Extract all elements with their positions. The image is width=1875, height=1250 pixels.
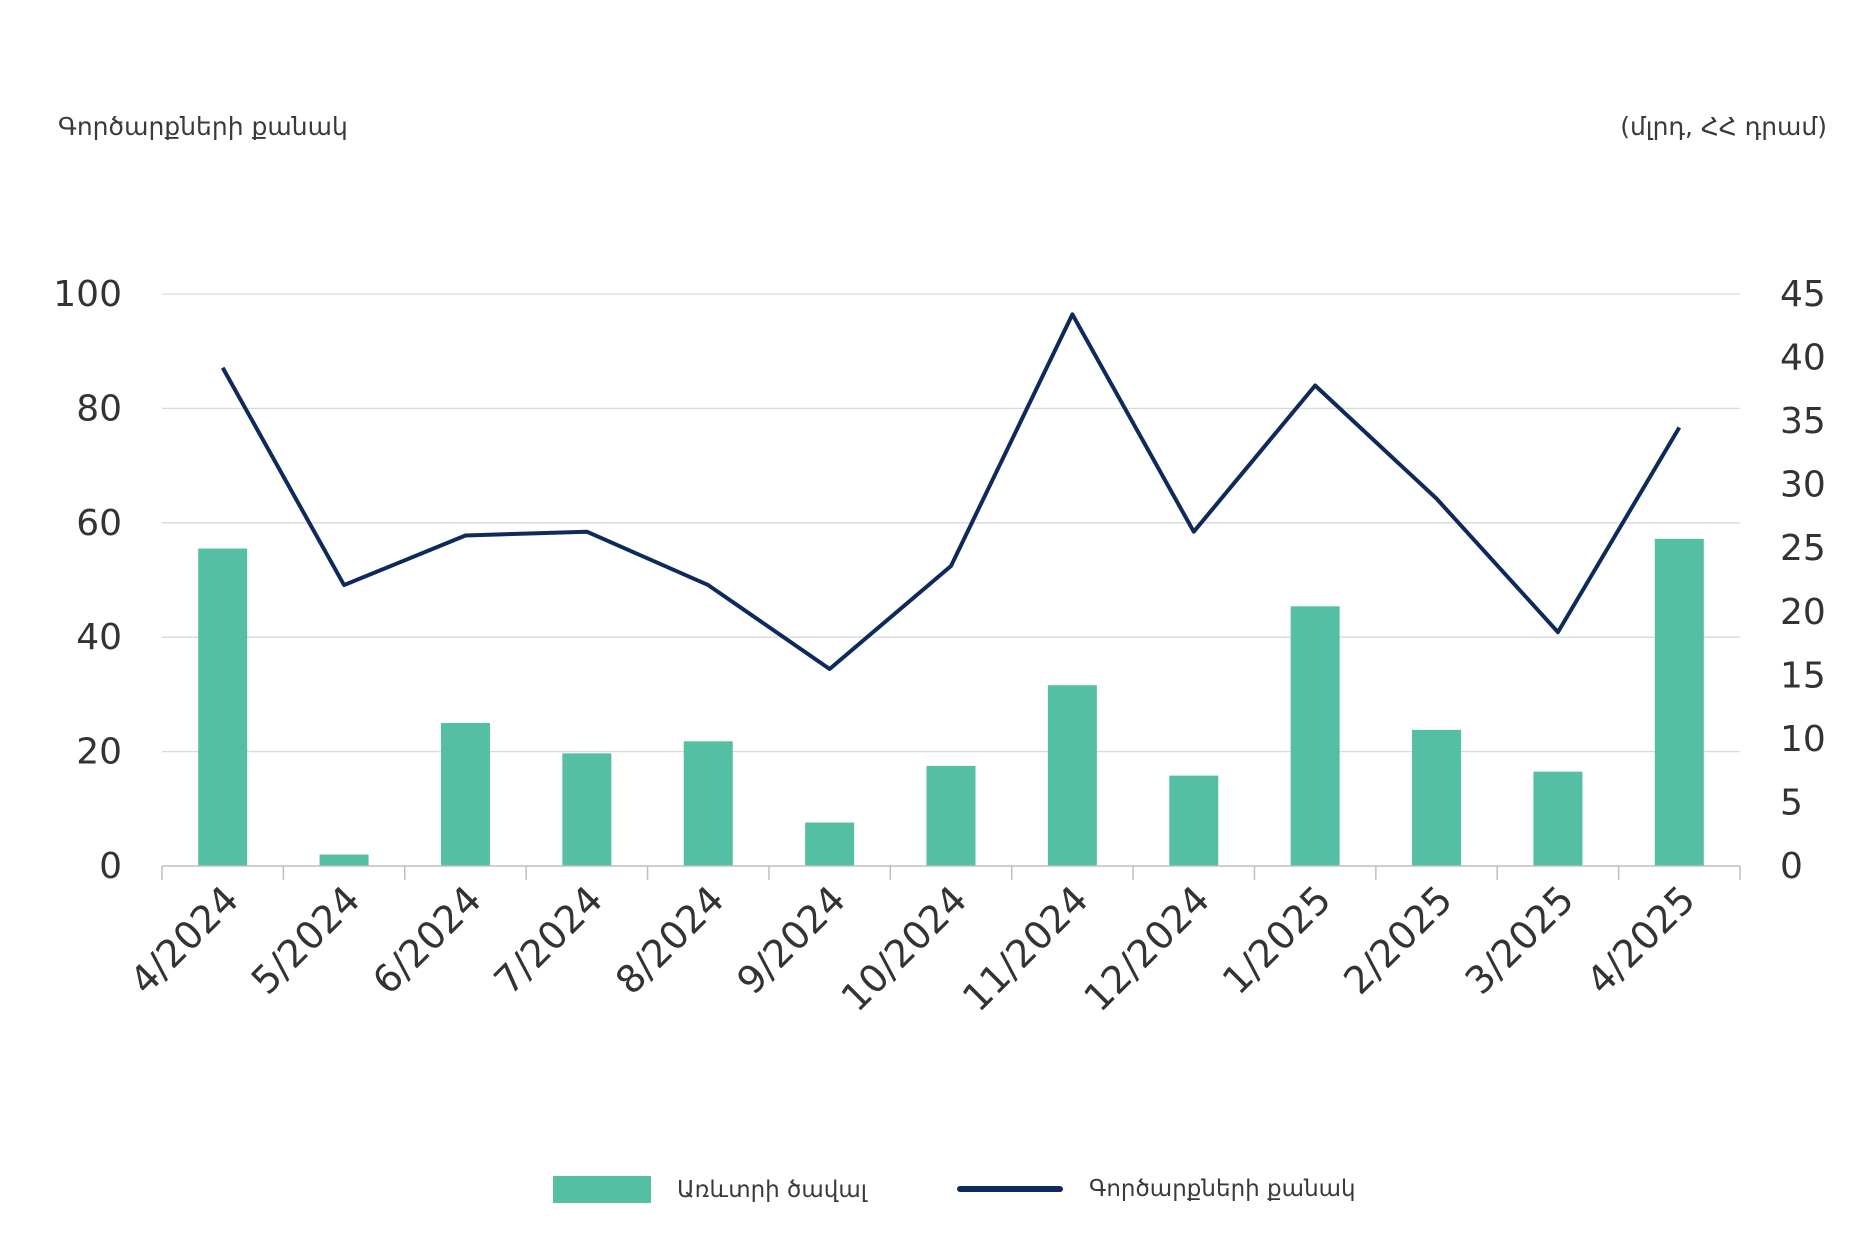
x-tick-label: 9/2024 bbox=[728, 877, 854, 1003]
bar bbox=[319, 854, 369, 866]
bar bbox=[1533, 771, 1583, 866]
right-y-tick-label: 10 bbox=[1780, 719, 1826, 760]
legend-line-label: Գործարքների քանակ bbox=[1089, 1176, 1356, 1202]
right-y-tick-label: 15 bbox=[1780, 655, 1826, 696]
legend-item-bar: Առևտրի ծավալ bbox=[553, 1176, 867, 1203]
x-tick-label: 10/2024 bbox=[833, 877, 976, 1020]
bar-series bbox=[198, 538, 1704, 866]
legend-line-swatch bbox=[957, 1186, 1063, 1192]
right-y-axis: 0 5 10 15 20 25 30 35 40 45 bbox=[1780, 274, 1826, 887]
left-y-axis: 0 20 40 60 80 100 bbox=[53, 274, 122, 887]
bar bbox=[1169, 775, 1219, 866]
left-y-tick-label: 100 bbox=[53, 274, 122, 315]
x-tick-label: 2/2025 bbox=[1335, 877, 1461, 1003]
right-y-tick-label: 30 bbox=[1780, 465, 1826, 506]
x-tick-label: 8/2024 bbox=[607, 877, 733, 1003]
bar bbox=[440, 723, 490, 866]
x-tick-label: 4/2024 bbox=[121, 877, 247, 1003]
left-axis-title: Գործարքների քանակ bbox=[58, 112, 348, 141]
legend: Առևտրի ծավալ Գործարքների քանակ bbox=[0, 1176, 1875, 1216]
right-y-tick-label: 20 bbox=[1780, 592, 1826, 633]
left-y-tick-label: 80 bbox=[76, 388, 122, 429]
x-tick-label: 11/2024 bbox=[954, 877, 1097, 1020]
bar bbox=[1654, 538, 1704, 866]
legend-bar-label: Առևտրի ծավալ bbox=[677, 1176, 868, 1203]
right-y-tick-label: 35 bbox=[1780, 401, 1826, 442]
line-series bbox=[220, 312, 1682, 671]
bar bbox=[1047, 685, 1097, 866]
left-y-tick-label: 60 bbox=[76, 503, 122, 544]
right-y-tick-label: 5 bbox=[1780, 782, 1803, 823]
x-tick-label: 1/2025 bbox=[1214, 877, 1340, 1003]
gridlines bbox=[162, 293, 1740, 753]
bar bbox=[805, 822, 855, 866]
right-y-tick-label: 25 bbox=[1780, 528, 1826, 569]
legend-item-line: Գործարքների քանակ bbox=[957, 1176, 1356, 1202]
bar bbox=[1290, 606, 1340, 866]
line-path bbox=[220, 312, 1682, 671]
x-tick-label: 6/2024 bbox=[364, 877, 490, 1003]
bar bbox=[1412, 729, 1462, 866]
bar bbox=[562, 753, 612, 866]
right-y-tick-label: 0 bbox=[1780, 846, 1803, 887]
left-y-tick-label: 20 bbox=[76, 732, 122, 773]
x-axis: 4/20245/20246/20247/20248/20249/202410/2… bbox=[121, 865, 1741, 1020]
x-tick-label: 3/2025 bbox=[1457, 877, 1583, 1003]
x-tick-label: 4/2025 bbox=[1578, 877, 1704, 1003]
right-y-tick-label: 40 bbox=[1780, 338, 1826, 379]
bar bbox=[926, 765, 976, 866]
x-tick-label: 7/2024 bbox=[486, 877, 612, 1003]
right-axis-title: (մլրդ, ՀՀ դրամ) bbox=[1620, 112, 1827, 141]
right-y-tick-label: 45 bbox=[1780, 274, 1826, 315]
left-y-tick-label: 0 bbox=[99, 846, 122, 887]
x-tick-label: 12/2024 bbox=[1075, 877, 1218, 1020]
left-y-tick-label: 40 bbox=[76, 617, 122, 658]
x-tick-label: 5/2024 bbox=[243, 877, 369, 1003]
bar bbox=[683, 741, 733, 866]
bar bbox=[198, 548, 248, 866]
legend-bar-swatch bbox=[553, 1176, 651, 1203]
